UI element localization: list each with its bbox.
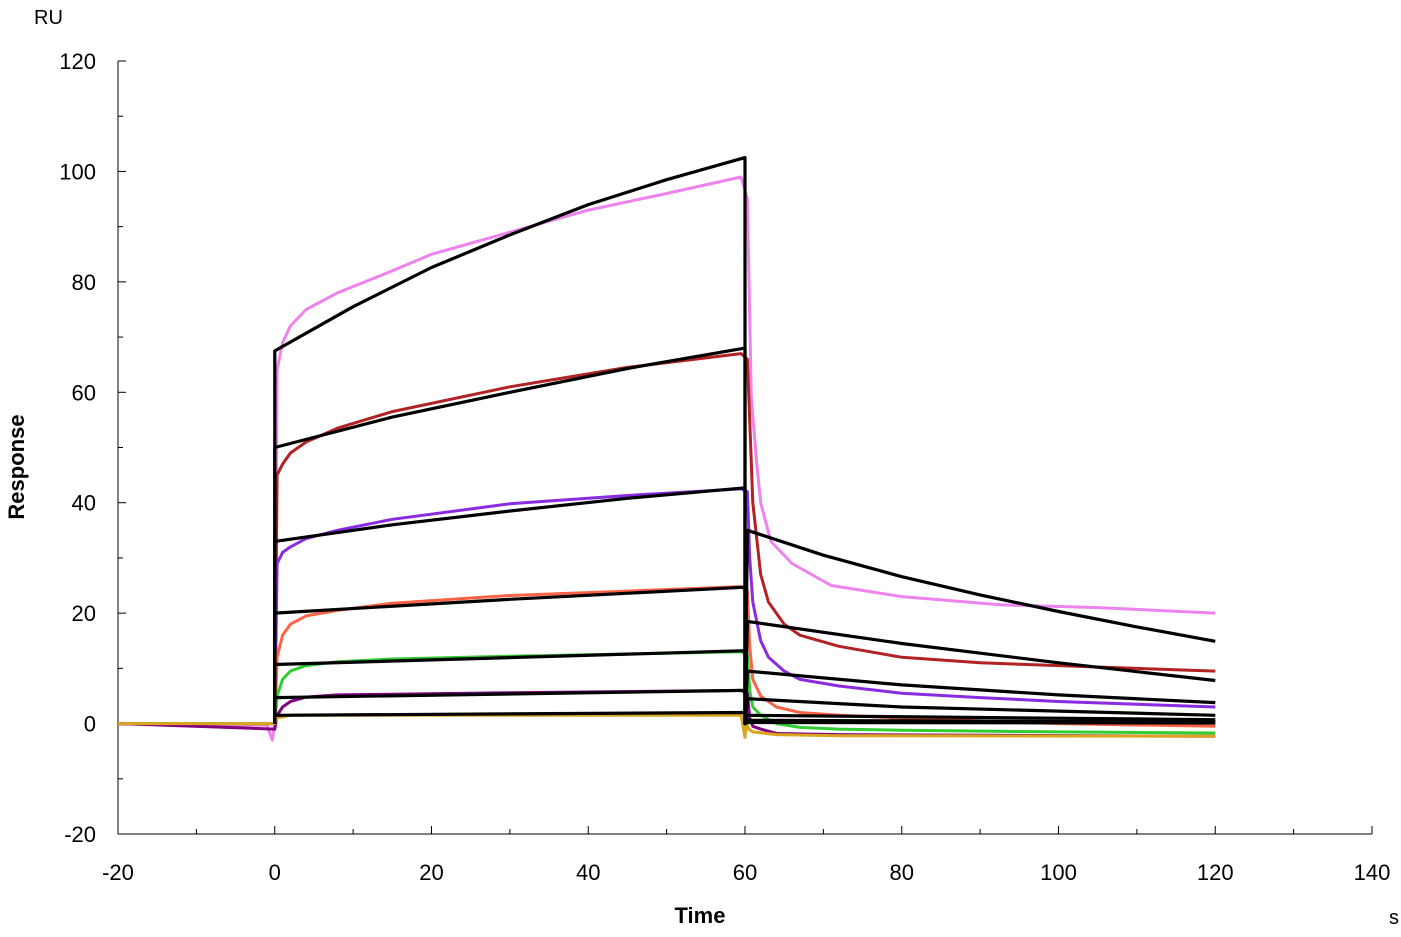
series-layer [117,156,1216,742]
fit-curve [273,486,1216,726]
x-unit-label: s [1389,907,1399,929]
y-tick-label: 120 [59,49,96,74]
measured-curve [118,713,1216,739]
y-tick-label: 40 [72,491,96,516]
axes: -20 0 20 40 60 80 100 120 140 -20 0 20 40 60 80 100 120 [59,49,1390,885]
x-tick-label: 140 [1354,860,1391,885]
y-tick-label: 20 [72,601,96,626]
x-axis-title: Time [675,903,726,928]
y-tick-label: 100 [59,159,96,184]
fit-curve [273,710,1216,726]
y-tick-label: -20 [64,822,96,847]
x-tick-label: 120 [1197,860,1234,885]
y-unit-label: RU [34,7,63,29]
x-tick-label: 100 [1040,860,1077,885]
measured-curve [117,175,1216,742]
y-tick-label: 0 [84,712,96,737]
x-tick-label: 80 [890,860,914,885]
y-axis-title: Response [4,414,29,519]
y-tick-label: 80 [72,270,96,295]
measured-curve [118,487,1216,726]
x-tick-label: 60 [733,860,757,885]
x-tick-label: 40 [576,860,600,885]
fit-curve [273,649,1216,726]
x-tick-label: -20 [102,860,134,885]
measured-curve [118,352,1216,726]
fit-curve [273,688,1216,726]
y-tick-label: 60 [72,380,96,405]
x-tick-label: 0 [269,860,281,885]
fit-curve [273,346,1216,726]
x-tick-label: 20 [419,860,443,885]
